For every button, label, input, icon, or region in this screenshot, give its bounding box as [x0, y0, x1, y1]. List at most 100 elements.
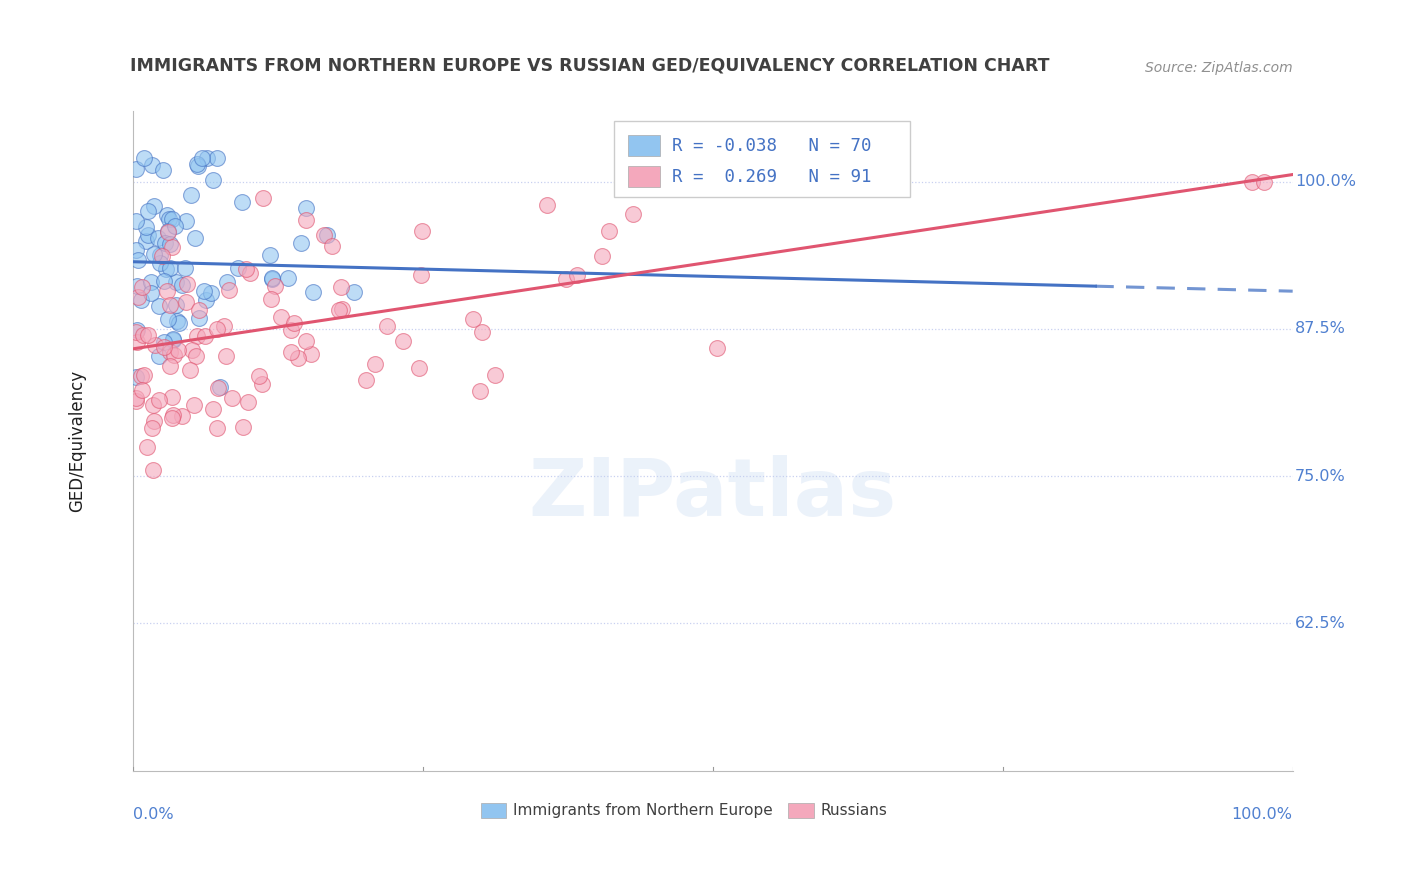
Point [187, 159, 209, 173]
Point [565, 268, 588, 283]
Point [290, 235, 312, 250]
Point [260, 292, 283, 306]
Point [411, 223, 433, 237]
Point [316, 227, 339, 242]
Point [226, 260, 249, 275]
Point [142, 463, 165, 477]
Point [706, 341, 728, 355]
Point [207, 381, 229, 395]
Point [343, 285, 366, 300]
Point [167, 316, 190, 330]
Point [1241, 175, 1264, 189]
Point [187, 302, 209, 317]
Point [160, 390, 183, 404]
Point [135, 219, 157, 234]
Point [287, 351, 309, 366]
Point [235, 262, 257, 277]
Point [354, 373, 377, 387]
Point [129, 293, 152, 308]
Point [176, 277, 198, 292]
Point [127, 290, 149, 304]
Point [153, 341, 176, 355]
Point [131, 279, 153, 293]
Text: 87.5%: 87.5% [1295, 321, 1346, 336]
Point [165, 298, 187, 312]
Point [181, 343, 204, 358]
Point [295, 213, 318, 227]
Point [149, 248, 172, 262]
Point [461, 311, 484, 326]
Point [139, 275, 162, 289]
Text: 0.0%: 0.0% [132, 807, 173, 822]
Point [165, 219, 187, 234]
Point [166, 343, 188, 357]
Point [283, 316, 305, 330]
Point [295, 201, 318, 215]
Point [194, 329, 217, 343]
Point [408, 360, 430, 375]
Point [377, 318, 399, 333]
FancyBboxPatch shape [787, 803, 814, 818]
Point [160, 240, 183, 254]
Point [143, 247, 166, 261]
Point [179, 363, 201, 377]
Point [173, 260, 195, 275]
Point [156, 208, 179, 222]
Point [125, 391, 148, 405]
FancyBboxPatch shape [614, 120, 910, 197]
Point [125, 323, 148, 337]
Point [180, 187, 202, 202]
Point [329, 279, 352, 293]
Point [127, 278, 149, 293]
Point [148, 299, 170, 313]
Point [132, 151, 155, 165]
Text: Source: ZipAtlas.com: Source: ZipAtlas.com [1144, 61, 1292, 75]
Point [162, 332, 184, 346]
Point [207, 151, 229, 165]
Point [218, 283, 240, 297]
Point [136, 328, 159, 343]
Point [143, 415, 166, 429]
Point [174, 213, 197, 227]
Point [159, 359, 181, 374]
Point [302, 285, 325, 299]
Text: IMMIGRANTS FROM NORTHERN EUROPE VS RUSSIAN GED/EQUIVALENCY CORRELATION CHART: IMMIGRANTS FROM NORTHERN EUROPE VS RUSSI… [131, 56, 1050, 75]
Point [153, 274, 176, 288]
Point [142, 398, 165, 412]
Point [129, 368, 152, 383]
Point [231, 194, 253, 209]
Point [136, 228, 159, 243]
Point [160, 211, 183, 226]
FancyBboxPatch shape [481, 803, 506, 818]
Point [295, 334, 318, 349]
Point [190, 151, 212, 165]
Point [195, 293, 218, 308]
Point [152, 335, 174, 350]
Point [280, 344, 302, 359]
Point [127, 253, 149, 268]
Text: R =  0.269   N = 91: R = 0.269 N = 91 [672, 168, 872, 186]
Point [1253, 175, 1275, 189]
Point [165, 275, 187, 289]
Point [299, 347, 322, 361]
Point [195, 151, 218, 165]
Point [264, 279, 287, 293]
Text: 75.0%: 75.0% [1295, 468, 1346, 483]
Point [598, 224, 620, 238]
Point [321, 239, 343, 253]
Point [471, 325, 494, 339]
Point [146, 231, 169, 245]
Point [186, 157, 208, 171]
Point [136, 204, 159, 219]
Point [131, 384, 153, 398]
Point [536, 197, 558, 211]
Point [157, 212, 180, 227]
Point [328, 303, 350, 318]
Point [141, 158, 163, 172]
Point [157, 225, 180, 239]
Point [236, 394, 259, 409]
Point [136, 440, 159, 454]
Point [239, 266, 262, 280]
Point [141, 421, 163, 435]
Point [555, 272, 578, 286]
